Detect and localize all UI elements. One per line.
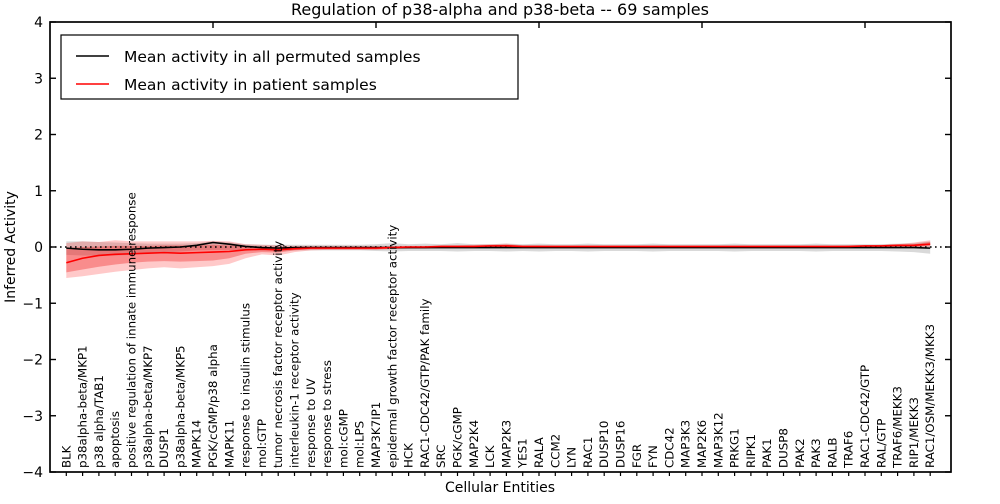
x-category-label: BLK: [59, 445, 73, 468]
x-category-label: response to stress: [320, 360, 334, 468]
x-category-label: RALA: [532, 437, 546, 468]
x-category-label: MAP2K4: [467, 420, 481, 468]
x-category-label: PRKG1: [728, 428, 742, 468]
x-category-label: MAPK14: [190, 420, 204, 468]
x-category-label: YES1: [516, 438, 530, 469]
x-category-label: SRC: [434, 445, 448, 468]
y-tick-label: 0: [34, 240, 43, 256]
x-category-label: TRAF6/MEKK3: [891, 386, 905, 469]
x-category-label: CDC42: [662, 427, 676, 468]
x-category-label: response to UV: [304, 378, 318, 468]
x-category-label: MAP3K12: [711, 412, 725, 468]
x-category-label: RIP1/MEKK3: [907, 397, 921, 468]
x-category-label: PGK/cGMP: [451, 407, 465, 468]
x-category-label: PGK/cGMP/p38 alpha: [206, 344, 220, 468]
y-tick-label: −2: [22, 353, 43, 369]
y-tick-label: 3: [34, 71, 43, 87]
x-category-label: RAC1/OSM/MEKK3/MKK3: [923, 324, 937, 468]
y-tick-label: −1: [22, 296, 43, 312]
legend-box: [60, 34, 519, 100]
x-category-label: MAPK11: [222, 420, 236, 468]
permuted-mean-line: [66, 241, 931, 251]
x-category-label: mol:LPS: [353, 421, 367, 468]
data-series-lines: [50, 241, 951, 264]
x-category-label: mol:GTP: [255, 419, 269, 468]
x-category-label: DUSP1: [157, 428, 171, 468]
y-tick-label: 4: [34, 15, 43, 31]
x-category-label: MAP2K3: [499, 420, 513, 468]
x-category-label: RAC1-CDC42/GTP: [858, 365, 872, 468]
x-category-label: p38alpha-beta/MKP7: [141, 345, 155, 468]
x-category-label: epidermal growth factor receptor activit…: [385, 225, 399, 468]
x-category-label: MAP3K7IP1: [369, 402, 383, 468]
x-category-label: PAK1: [760, 438, 774, 468]
permuted-samples-spread-band: [66, 241, 931, 256]
x-category-label: mol:cGMP: [336, 409, 350, 468]
y-tick-label: 1: [34, 184, 43, 200]
x-category-label: HCK: [402, 443, 416, 468]
x-category-label: FGR: [630, 444, 644, 468]
x-category-label: interleukin-1 receptor activity: [288, 292, 302, 468]
x-category-label: LCK: [483, 445, 497, 468]
x-axis-label: Cellular Entities: [445, 480, 555, 496]
x-category-label: DUSP16: [614, 421, 628, 468]
y-tick-label: −3: [22, 409, 43, 425]
x-category-label: PAK3: [809, 438, 823, 468]
legend-label-patient: Mean activity in patient samples: [124, 76, 377, 94]
x-category-label: apoptosis: [108, 411, 122, 468]
x-category-label: LYN: [565, 447, 579, 468]
x-category-label: MAP2K6: [695, 420, 709, 468]
x-category-label: response to insulin stimulus: [239, 303, 253, 468]
x-category-labels: BLK p38alpha-beta/MKP1 p38 alpha/TAB1 apopt…: [59, 192, 937, 469]
x-category-label: RALB: [825, 438, 839, 468]
x-category-label: p38 alpha/TAB1: [92, 375, 106, 468]
x-category-label: RAC1-CDC42/GTP/PAK family: [418, 299, 432, 468]
x-category-label: RIPK1: [744, 434, 758, 468]
x-category-label: DUSP8: [777, 428, 791, 468]
x-category-label: RAL/GTP: [874, 419, 888, 468]
x-category-label: positive regulation of innate immune res…: [125, 192, 139, 468]
x-category-label: RAC1: [581, 437, 595, 468]
x-category-label: tumor necrosis factor receptor activity: [271, 241, 285, 468]
legend: Mean activity in all permuted samples Me…: [60, 34, 519, 100]
x-category-label: MAP3K3: [679, 420, 693, 468]
y-tick-label: −4: [22, 465, 43, 481]
x-category-label: CCM2: [548, 434, 562, 468]
patient-mean-line: [66, 243, 931, 264]
legend-label-permuted: Mean activity in all permuted samples: [124, 48, 421, 66]
chart-title: Regulation of p38-alpha and p38-beta -- …: [291, 0, 709, 19]
y-axis-label: Inferred Activity: [3, 191, 19, 303]
x-category-label: DUSP10: [597, 421, 611, 468]
axis-ticks: 4 3 2 1 0 −1 −2 −3 −4: [22, 15, 951, 481]
plot-area-border: [49, 21, 952, 473]
x-category-label: p38alpha-beta/MKP5: [173, 345, 187, 468]
x-category-label: TRAF6: [842, 431, 856, 469]
y-tick-label: 2: [34, 128, 43, 144]
x-category-label: p38alpha-beta/MKP1: [76, 345, 90, 468]
x-category-label: PAK2: [793, 438, 807, 468]
x-category-label: FYN: [646, 445, 660, 468]
